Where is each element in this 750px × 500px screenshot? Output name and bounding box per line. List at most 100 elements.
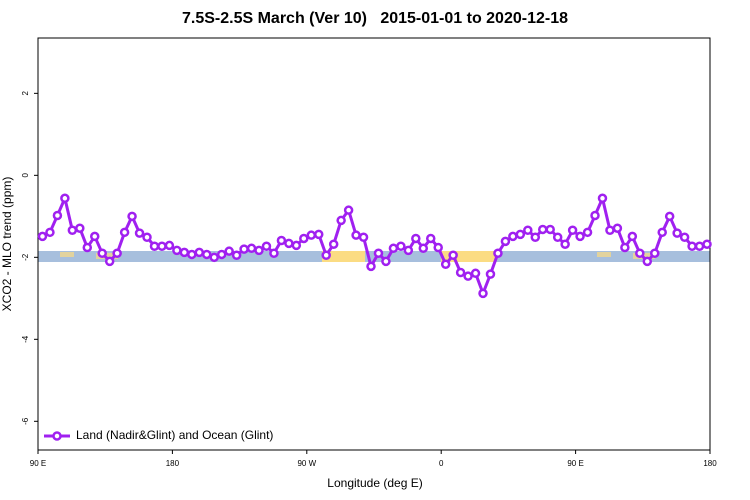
point (694, 241, 705, 252)
point (172, 245, 182, 256)
point (485, 269, 496, 279)
point (142, 232, 152, 242)
point (37, 231, 48, 242)
point (313, 229, 324, 240)
point (112, 248, 122, 258)
point (343, 205, 354, 215)
point (433, 242, 443, 253)
point (664, 211, 675, 222)
point (440, 259, 451, 270)
point (216, 249, 227, 260)
point (567, 225, 578, 236)
point (537, 224, 548, 235)
point (209, 252, 219, 263)
point (134, 228, 145, 238)
legend-marker (52, 431, 62, 441)
point (75, 223, 85, 233)
point (597, 193, 608, 204)
point (119, 227, 130, 238)
x-tick-label: 0 (439, 459, 444, 468)
legend-label: Land (Nadir&Glint) and Ocean (Glint) (76, 428, 273, 442)
point (366, 261, 376, 272)
point (455, 267, 466, 278)
point (493, 248, 503, 258)
point (702, 239, 712, 249)
point (649, 248, 660, 258)
point (127, 211, 137, 222)
point (463, 271, 473, 281)
point (672, 228, 682, 238)
y-tick-label: -2 (21, 253, 30, 261)
point (45, 227, 55, 238)
point (403, 245, 414, 256)
point (545, 224, 555, 235)
point (284, 238, 294, 249)
y-axis-label: XCO2 - MLO trend (ppm) (0, 177, 14, 312)
point (605, 225, 615, 236)
point (448, 250, 458, 261)
point (470, 268, 481, 279)
point (552, 232, 563, 242)
point (500, 236, 511, 247)
point (575, 231, 585, 242)
point (358, 232, 369, 242)
y-tick-label: -4 (21, 335, 30, 343)
point (328, 239, 339, 249)
point (194, 247, 205, 258)
point (269, 248, 279, 258)
point (530, 232, 541, 242)
point (89, 231, 100, 242)
point (52, 210, 63, 221)
point (425, 233, 436, 244)
point (82, 242, 93, 253)
point (582, 227, 593, 238)
point (261, 241, 272, 252)
point (411, 233, 421, 244)
point (321, 250, 331, 261)
series-line (41, 193, 708, 298)
point (231, 250, 242, 261)
point (679, 232, 690, 242)
point (635, 248, 645, 258)
point (299, 233, 309, 244)
x-tick-label: 180 (166, 459, 180, 468)
point (254, 245, 264, 256)
point (201, 249, 212, 260)
point (306, 230, 317, 240)
x-tick-label: 180 (703, 459, 717, 468)
point (187, 249, 197, 260)
point (396, 241, 406, 252)
point (642, 256, 653, 267)
point (612, 223, 623, 233)
plot-frame (37, 37, 711, 451)
point (508, 231, 518, 242)
point (67, 225, 78, 236)
point (373, 248, 384, 258)
point (157, 241, 167, 252)
point (97, 248, 107, 258)
y-tick-label: 0 (21, 173, 30, 178)
point (239, 244, 249, 254)
x-tick-label: 90 E (567, 459, 583, 468)
point (560, 239, 570, 249)
point (104, 256, 115, 267)
point (620, 242, 630, 253)
point (276, 235, 287, 246)
point (478, 288, 488, 299)
point (351, 230, 361, 240)
point (515, 229, 526, 240)
x-tick-label: 90 E (30, 459, 46, 468)
point (60, 193, 70, 204)
chart-title: 7.5S-2.5S March (Ver 10) 2015-01-01 to 2… (182, 10, 568, 27)
point (418, 243, 429, 254)
x-axis-label: Longitude (deg E) (327, 476, 422, 490)
point (179, 247, 190, 258)
y-tick-label: 2 (21, 91, 30, 96)
point (687, 241, 697, 252)
point (224, 246, 234, 256)
point (523, 225, 533, 236)
point (627, 231, 638, 242)
point (590, 210, 600, 221)
point (149, 241, 160, 252)
